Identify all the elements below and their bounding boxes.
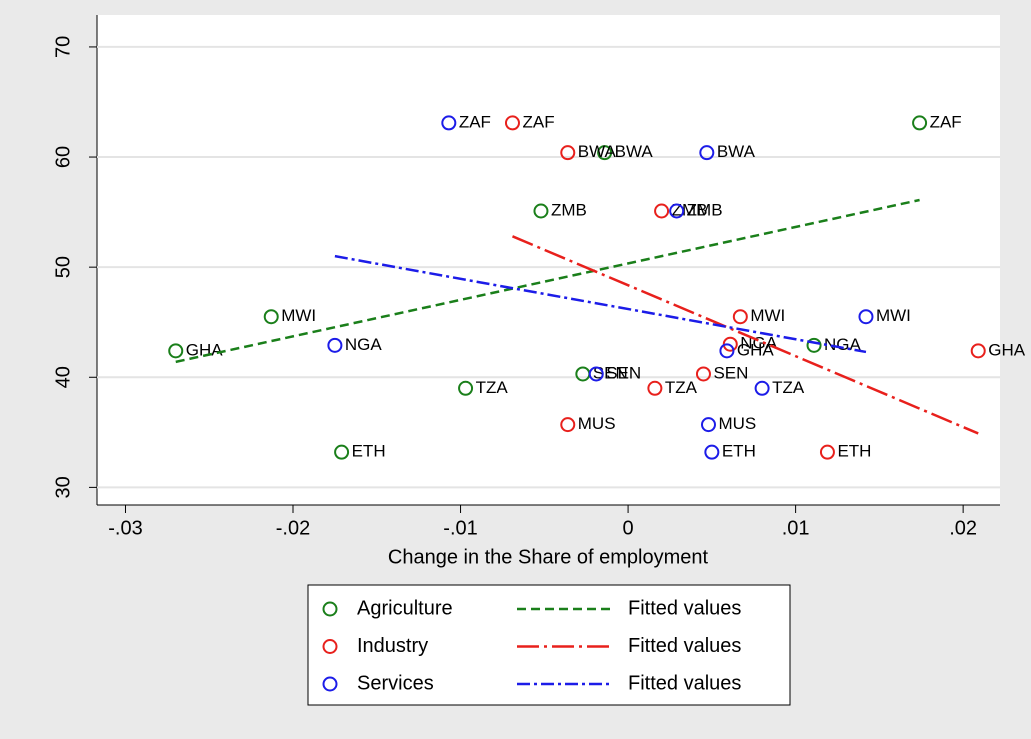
y-tick-label: 70 xyxy=(52,36,74,58)
y-tick-label: 30 xyxy=(52,476,74,498)
point-label: NGA xyxy=(740,334,778,353)
point-label: SEN xyxy=(606,363,641,382)
point-label: TZA xyxy=(665,378,698,397)
point xyxy=(704,444,720,460)
legend-marker xyxy=(322,601,338,617)
point xyxy=(654,203,670,219)
point xyxy=(719,343,735,359)
point xyxy=(700,417,716,433)
point xyxy=(970,343,986,359)
fit-line xyxy=(511,235,979,435)
point-label: GHA xyxy=(737,340,775,359)
point xyxy=(819,444,835,460)
y-tick-label: 60 xyxy=(52,146,74,168)
y-tick-label: 40 xyxy=(52,366,74,388)
fit-line xyxy=(334,254,867,354)
point xyxy=(560,145,576,161)
point xyxy=(263,309,279,325)
y-tick-label: 50 xyxy=(52,256,74,278)
point-label: BWA xyxy=(717,142,756,161)
x-tick-label: 0 xyxy=(623,517,634,539)
point xyxy=(669,203,685,219)
legend-label: Fitted values xyxy=(628,672,741,694)
legend-label: Fitted values xyxy=(628,635,741,657)
point xyxy=(588,366,604,382)
point xyxy=(168,343,184,359)
legend-marker xyxy=(322,676,338,692)
point-label: MUS xyxy=(578,414,616,433)
point xyxy=(597,145,613,161)
legend-label: Agriculture xyxy=(357,597,453,619)
legend-marker xyxy=(322,639,338,654)
point-label: ETH xyxy=(722,442,756,461)
x-tick-label: .01 xyxy=(782,517,810,539)
point xyxy=(695,366,711,382)
x-tick-label: -.02 xyxy=(276,517,310,539)
point xyxy=(647,380,663,396)
point xyxy=(334,444,350,460)
x-tick-label: .02 xyxy=(949,517,977,539)
point-label: NGA xyxy=(824,335,862,354)
x-axis-title: Change in the Share of employment xyxy=(388,546,709,568)
plot-area xyxy=(97,15,1000,505)
point-label: GHA xyxy=(988,340,1025,359)
point-label: ZMB xyxy=(687,200,723,219)
point-label: ZAF xyxy=(930,112,962,131)
point-label: ETH xyxy=(352,442,386,461)
point-label: GHA xyxy=(186,340,224,359)
point xyxy=(327,337,343,353)
point-label: BWA xyxy=(578,142,617,161)
point xyxy=(912,115,928,131)
point xyxy=(806,337,822,353)
point-label: ZMB xyxy=(551,200,587,219)
point-label: MWI xyxy=(281,306,316,325)
point-label: ZAF xyxy=(522,112,554,131)
legend-label: Services xyxy=(357,672,434,694)
legend-label: Industry xyxy=(357,635,428,657)
point xyxy=(754,380,770,396)
point-label: MWI xyxy=(876,306,911,325)
point-label: ZAF xyxy=(459,112,491,131)
point xyxy=(732,309,748,325)
point-label: BWA xyxy=(615,142,654,161)
point xyxy=(858,309,874,325)
point xyxy=(458,380,474,396)
x-tick-label: -.03 xyxy=(108,517,142,539)
point-label: TZA xyxy=(476,378,509,397)
point-label: NGA xyxy=(345,335,383,354)
point-label: TZA xyxy=(772,378,805,397)
point-label: SEN xyxy=(713,363,748,382)
point xyxy=(533,203,549,219)
point-label: MWI xyxy=(750,306,785,325)
x-tick-label: -.01 xyxy=(443,517,477,539)
legend-label: Fitted values xyxy=(628,597,741,619)
point-label: MUS xyxy=(718,414,756,433)
point-label: ETH xyxy=(837,442,871,461)
point xyxy=(560,417,576,433)
point xyxy=(441,115,457,131)
point xyxy=(699,145,715,161)
point xyxy=(504,115,520,131)
fit-line xyxy=(175,198,920,364)
